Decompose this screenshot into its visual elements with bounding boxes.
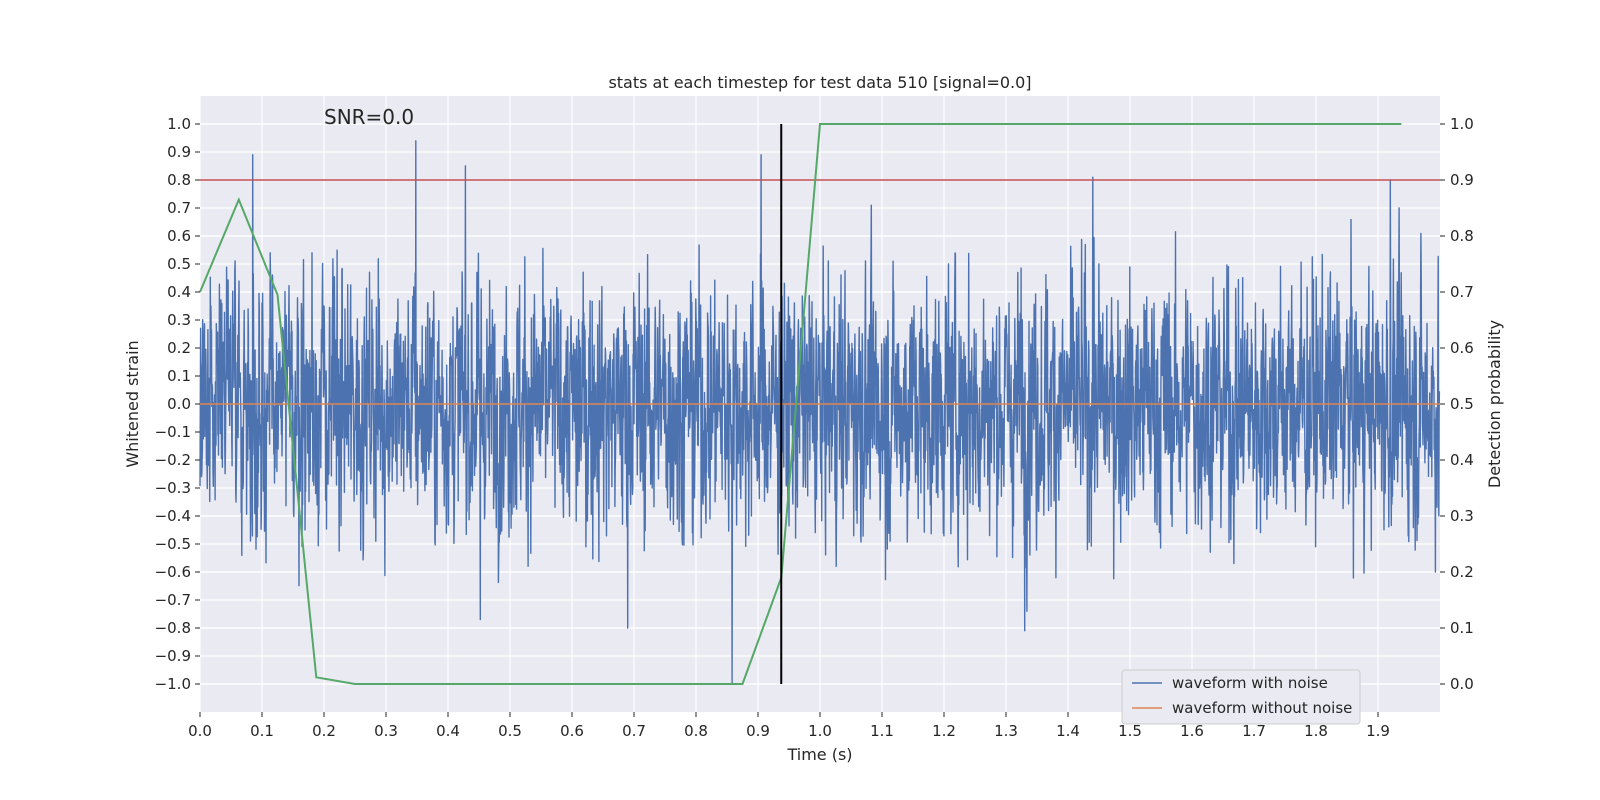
x-tick-label: 1.0: [808, 722, 832, 740]
y-axis-ticks-left: −1.0 −0.9 −0.8 −0.7 −0.6 −0.5 −0.4 −0.3 −0.2 −0.1…: [155, 115, 200, 693]
y-axis-ticks-right: 0.0 0.1 0.2 0.3 0.4 0.5 0.6 0.7 0.8 0.9 1.0: [1440, 115, 1474, 693]
y-tick-label: −0.9: [155, 647, 191, 665]
y-tick-label: −0.7: [155, 591, 191, 609]
x-tick-label: 0.7: [622, 722, 646, 740]
y-axis-label-left: Whitened strain: [123, 340, 142, 467]
x-tick-label: 0.5: [498, 722, 522, 740]
y-right-tick-label: 0.5: [1450, 395, 1474, 413]
y-tick-label: 0.1: [167, 367, 191, 385]
x-tick-label: 1.7: [1242, 722, 1266, 740]
y-right-tick-label: 0.7: [1450, 283, 1474, 301]
y-right-tick-label: 0.0: [1450, 675, 1474, 693]
y-right-tick-label: 0.1: [1450, 619, 1474, 637]
series-detection-probability: [199, 123, 1402, 685]
legend: waveform with noise waveform without noi…: [1121, 669, 1361, 725]
y-tick-label: −0.1: [155, 423, 191, 441]
x-tick-label: 1.5: [1118, 722, 1142, 740]
legend-label-noise: waveform with noise: [1172, 674, 1328, 692]
y-right-tick-label: 0.6: [1450, 339, 1474, 357]
y-tick-label: −0.4: [155, 507, 191, 525]
y-tick-label: 0.9: [167, 143, 191, 161]
y-axis-label-right: Detection probability: [1485, 320, 1504, 488]
x-tick-label: 0.8: [684, 722, 708, 740]
x-tick-label: 1.3: [994, 722, 1018, 740]
x-tick-label: 1.6: [1180, 722, 1204, 740]
snr-annotation: SNR=0.0: [324, 105, 414, 129]
x-tick-label: 1.1: [870, 722, 894, 740]
y-tick-label: 0.5: [167, 255, 191, 273]
series-waveform-with-noise: [199, 140, 1441, 685]
y-tick-label: 0.3: [167, 311, 191, 329]
y-tick-label: 0.2: [167, 339, 191, 357]
y-tick-label: −0.5: [155, 535, 191, 553]
x-tick-label: 0.2: [312, 722, 336, 740]
y-tick-label: −0.6: [155, 563, 191, 581]
x-tick-label: 0.9: [746, 722, 770, 740]
y-tick-label: 0.0: [167, 395, 191, 413]
y-right-tick-label: 0.4: [1450, 451, 1474, 469]
y-right-tick-label: 1.0: [1450, 115, 1474, 133]
y-right-tick-label: 0.3: [1450, 507, 1474, 525]
x-tick-label: 1.2: [932, 722, 956, 740]
series-layer: [199, 123, 1441, 685]
y-right-tick-label: 0.8: [1450, 227, 1474, 245]
x-axis-ticks: 0.0 0.1 0.2 0.3 0.4 0.5 0.6 0.7 0.8 0.9 1.0 1.1 1.2 1…: [188, 712, 1390, 740]
x-tick-label: 0.0: [188, 722, 212, 740]
y-tick-label: −1.0: [155, 675, 191, 693]
x-axis-label: Time (s): [786, 745, 852, 764]
y-tick-label: −0.2: [155, 451, 191, 469]
legend-box: [1121, 669, 1361, 725]
y-tick-label: 0.8: [167, 171, 191, 189]
chart-title: stats at each timestep for test data 510…: [608, 73, 1031, 92]
y-tick-label: −0.8: [155, 619, 191, 637]
y-tick-label: 0.6: [167, 227, 191, 245]
y-tick-label: 0.4: [167, 283, 191, 301]
legend-label-clean: waveform without noise: [1172, 699, 1352, 717]
y-tick-label: 0.7: [167, 199, 191, 217]
x-tick-label: 0.3: [374, 722, 398, 740]
x-tick-label: 0.4: [436, 722, 460, 740]
y-right-tick-label: 0.2: [1450, 563, 1474, 581]
x-tick-label: 1.9: [1366, 722, 1390, 740]
x-tick-label: 1.8: [1304, 722, 1328, 740]
y-tick-label: 1.0: [167, 115, 191, 133]
y-right-tick-label: 0.9: [1450, 171, 1474, 189]
x-tick-label: 0.6: [560, 722, 584, 740]
y-tick-label: −0.3: [155, 479, 191, 497]
x-tick-label: 0.1: [250, 722, 274, 740]
x-tick-label: 1.4: [1056, 722, 1080, 740]
